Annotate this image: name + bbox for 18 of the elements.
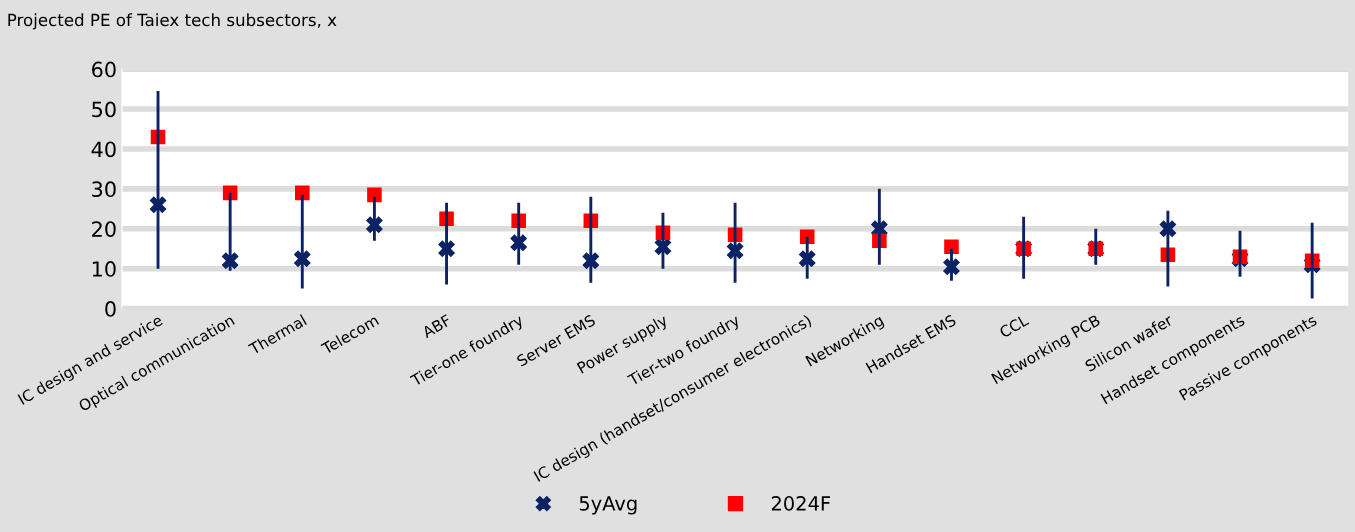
x-tick-label: ABF [421,314,452,339]
y-tick-label: 30 [92,181,116,198]
point [944,239,959,254]
y-tick-label: 50 [92,101,116,118]
y-tick-label: 0 [105,301,116,317]
point [799,229,815,245]
chart-title: Projected PE of Taiex tech subsectors, x [8,13,337,30]
legend-label: 2024F [771,496,830,511]
y-tick-label: 10 [92,261,116,277]
legend-label: 5yAvg [579,496,637,515]
y-tick-label: 60 [92,61,116,78]
bar [1094,228,1098,265]
bar [1022,216,1026,279]
point [367,187,382,203]
point [295,185,310,201]
point [149,196,167,214]
y-tick-label: 40 [91,141,116,158]
y-tick-label: 20 [92,221,116,237]
